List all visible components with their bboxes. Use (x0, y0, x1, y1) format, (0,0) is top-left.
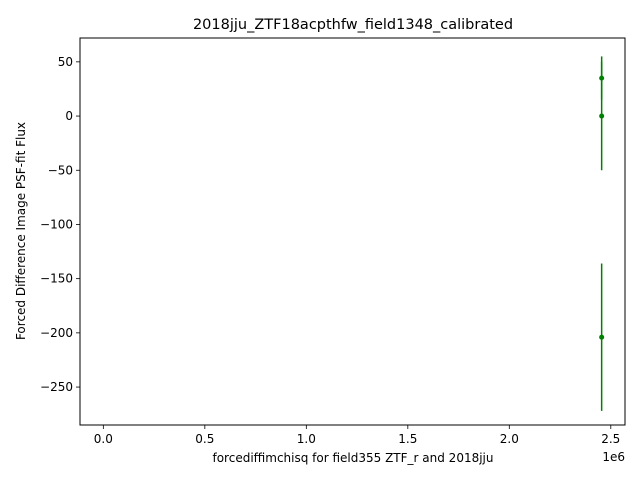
y-tick-label: −200 (40, 326, 73, 340)
data-point (599, 334, 605, 340)
y-tick-label: −250 (40, 380, 73, 394)
data-marks (599, 56, 605, 411)
x-tick-label: 2.5 (601, 432, 620, 446)
y-tick-label: 50 (58, 55, 73, 69)
x-tick-label: 1.5 (398, 432, 417, 446)
x-axis-title: forcediffimchisq for field355 ZTF_r and … (212, 451, 493, 465)
plot-frame (79, 37, 626, 426)
y-axis-ticks: 50 0 −50 −100 −150 −200 −250 (40, 55, 80, 394)
chart-title: 2018jju_ZTF18acpthfw_field1348_calibrate… (193, 17, 513, 33)
data-point (599, 113, 605, 119)
x-tick-label: 0.5 (195, 432, 214, 446)
x-tick-label: 0.0 (94, 432, 113, 446)
y-tick-label: −150 (40, 272, 73, 286)
y-tick-label: −50 (48, 163, 73, 177)
x-axis-offset-label: 1e6 (602, 450, 625, 464)
y-axis-title: Forced Difference Image PSF-fit Flux (14, 122, 28, 340)
x-axis-ticks: 0.0 0.5 1.0 1.5 2.0 2.5 (94, 425, 620, 446)
x-tick-label: 1.0 (297, 432, 316, 446)
y-tick-label: 0 (65, 109, 73, 123)
x-tick-label: 2.0 (500, 432, 519, 446)
y-tick-label: −100 (40, 217, 73, 231)
